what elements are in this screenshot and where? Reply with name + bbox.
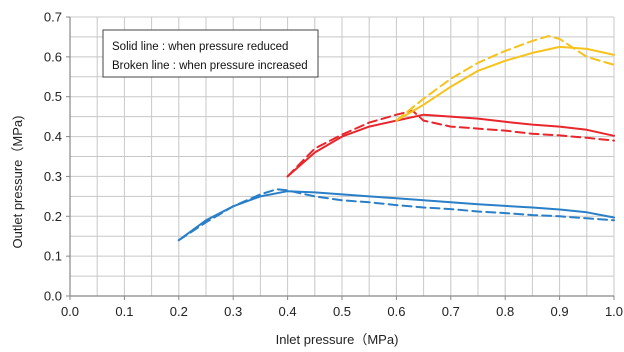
x-tick-label: 0.3	[224, 304, 242, 319]
legend-entry-solid: Solid line : when pressure reduced	[112, 41, 288, 53]
x-tick-label: 1.0	[605, 304, 623, 319]
x-tick-label: 0.6	[387, 304, 405, 319]
y-tick-label: 0.3	[44, 169, 62, 184]
y-tick-label: 0.6	[44, 49, 62, 64]
y-tick-label: 0.4	[44, 129, 62, 144]
y-tick-label: 0.5	[44, 89, 62, 104]
yellow-dashed-line	[395, 35, 615, 122]
x-tick-label: 0.2	[170, 304, 188, 319]
x-tick-label: 0.7	[442, 304, 460, 319]
legend-entry-broken: Broken line : when pressure increased	[112, 60, 308, 72]
y-tick-label: 0.1	[44, 249, 62, 264]
x-tick-label: 0.0	[61, 304, 79, 319]
x-tick-label: 0.5	[333, 304, 351, 319]
red-solid-line	[286, 113, 615, 178]
y-tick-label: 0.2	[44, 209, 62, 224]
red-dashed-line	[286, 109, 615, 178]
yellow-solid-line	[395, 45, 615, 122]
y-tick-labels: 0.0 0.1 0.2 0.3 0.4 0.5 0.6 0.7	[44, 10, 62, 304]
y-axis-title: Outlet pressure（MPa)	[10, 116, 25, 249]
series-lines	[177, 35, 615, 242]
x-tick-label: 0.9	[551, 304, 569, 319]
blue-solid-line	[177, 190, 615, 242]
x-axis-title: Inlet pressure（MPa)	[276, 332, 399, 347]
x-tick-label: 0.4	[279, 304, 297, 319]
x-tick-label: 0.8	[496, 304, 514, 319]
y-tick-label: 0.0	[44, 289, 62, 304]
legend-box	[102, 29, 319, 78]
blue-dashed-line	[177, 188, 615, 242]
x-tick-labels: 0.0 0.1 0.2 0.3 0.4 0.5 0.6 0.7 0.8 0.9 1.0	[61, 304, 623, 319]
axes	[66, 16, 615, 300]
legend: Solid line : when pressure reduced Broke…	[102, 29, 319, 78]
y-tick-label: 0.7	[44, 10, 62, 25]
x-tick-label: 0.1	[115, 304, 133, 319]
